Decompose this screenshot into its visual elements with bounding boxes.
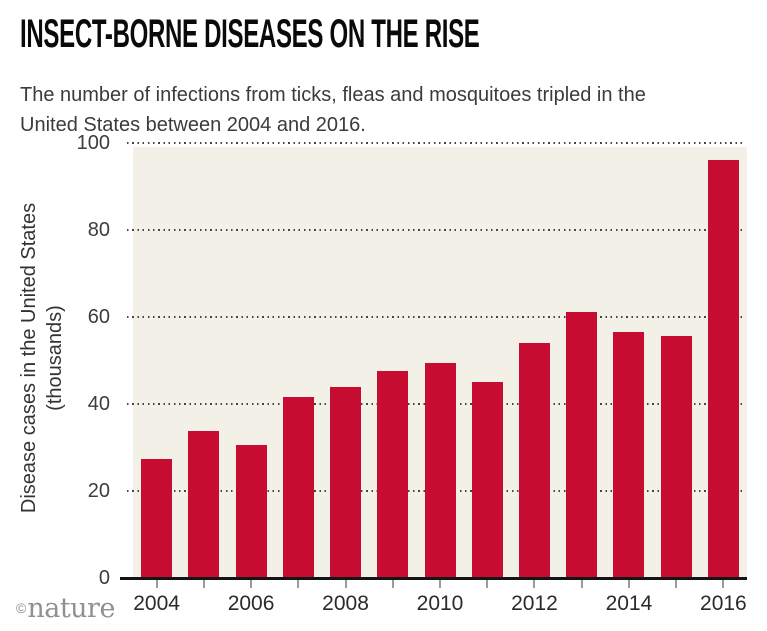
x-tick-label-2006: 2006 <box>227 592 275 615</box>
bar-2014 <box>613 332 645 578</box>
gridline-y100 <box>127 142 745 144</box>
x-tick-2009 <box>391 580 394 588</box>
bar-2010 <box>424 363 456 578</box>
x-tick-2016 <box>722 580 725 588</box>
x-tick-2014 <box>627 580 630 588</box>
x-tick-2015 <box>675 580 678 588</box>
y-axis-title: Disease cases in the United States (thou… <box>16 138 70 578</box>
gridline-y80 <box>127 229 745 231</box>
x-tick-label-2008: 2008 <box>322 592 369 615</box>
x-tick-2004 <box>155 580 158 588</box>
chart-subtitle-line2: United States between 2004 and 2016. <box>20 114 366 136</box>
bar-2015 <box>660 335 692 578</box>
y-tick-label-0: 0 <box>98 567 110 589</box>
x-tick-2010 <box>439 580 441 588</box>
y-tick-label-80: 80 <box>87 219 110 241</box>
bar-2013 <box>566 311 598 578</box>
y-tick-label-20: 20 <box>87 480 110 502</box>
bar-2012 <box>518 342 550 578</box>
gridline-y60 <box>127 316 745 318</box>
y-tick-label-40: 40 <box>87 393 110 415</box>
nature-logo: ©nature <box>16 593 115 624</box>
bar-2006 <box>235 445 267 578</box>
x-tick-label-2012: 2012 <box>511 592 558 615</box>
chart-title: INSECT-BORNE DISEASES ON THE RISE <box>20 12 480 56</box>
x-tick-label-2010: 2010 <box>416 592 464 615</box>
y-tick-label-60: 60 <box>87 306 110 328</box>
bar-2005 <box>188 430 220 578</box>
x-tick-2005 <box>202 580 205 588</box>
y-axis-title-line1: Disease cases in the United States <box>18 202 40 514</box>
chart-subtitle-line1: The number of infections from ticks, fle… <box>20 84 646 106</box>
bar-2008 <box>330 387 362 578</box>
x-tick-label-2004: 2004 <box>133 592 180 615</box>
chart-subtitle: The number of infections from ticks, fle… <box>20 80 646 140</box>
x-tick-2007 <box>297 580 300 588</box>
x-axis-line <box>120 577 747 580</box>
x-tick-2008 <box>344 580 347 588</box>
bar-2009 <box>377 371 409 578</box>
x-tick-2011 <box>486 580 489 588</box>
bar-2011 <box>471 381 503 578</box>
x-tick-label-2016: 2016 <box>700 592 747 615</box>
y-tick-label-100: 100 <box>76 132 110 154</box>
bar-2007 <box>282 397 314 578</box>
bar-2016 <box>707 159 739 578</box>
x-tick-2012 <box>533 580 536 588</box>
nature-wordmark: nature <box>27 593 115 624</box>
x-tick-label-2014: 2014 <box>605 592 653 615</box>
y-axis-title-line2: (thousands) <box>44 305 66 411</box>
x-tick-2013 <box>580 580 583 588</box>
copyright-icon: © <box>16 600 27 616</box>
x-tick-2006 <box>250 580 253 588</box>
bar-2004 <box>141 459 173 578</box>
